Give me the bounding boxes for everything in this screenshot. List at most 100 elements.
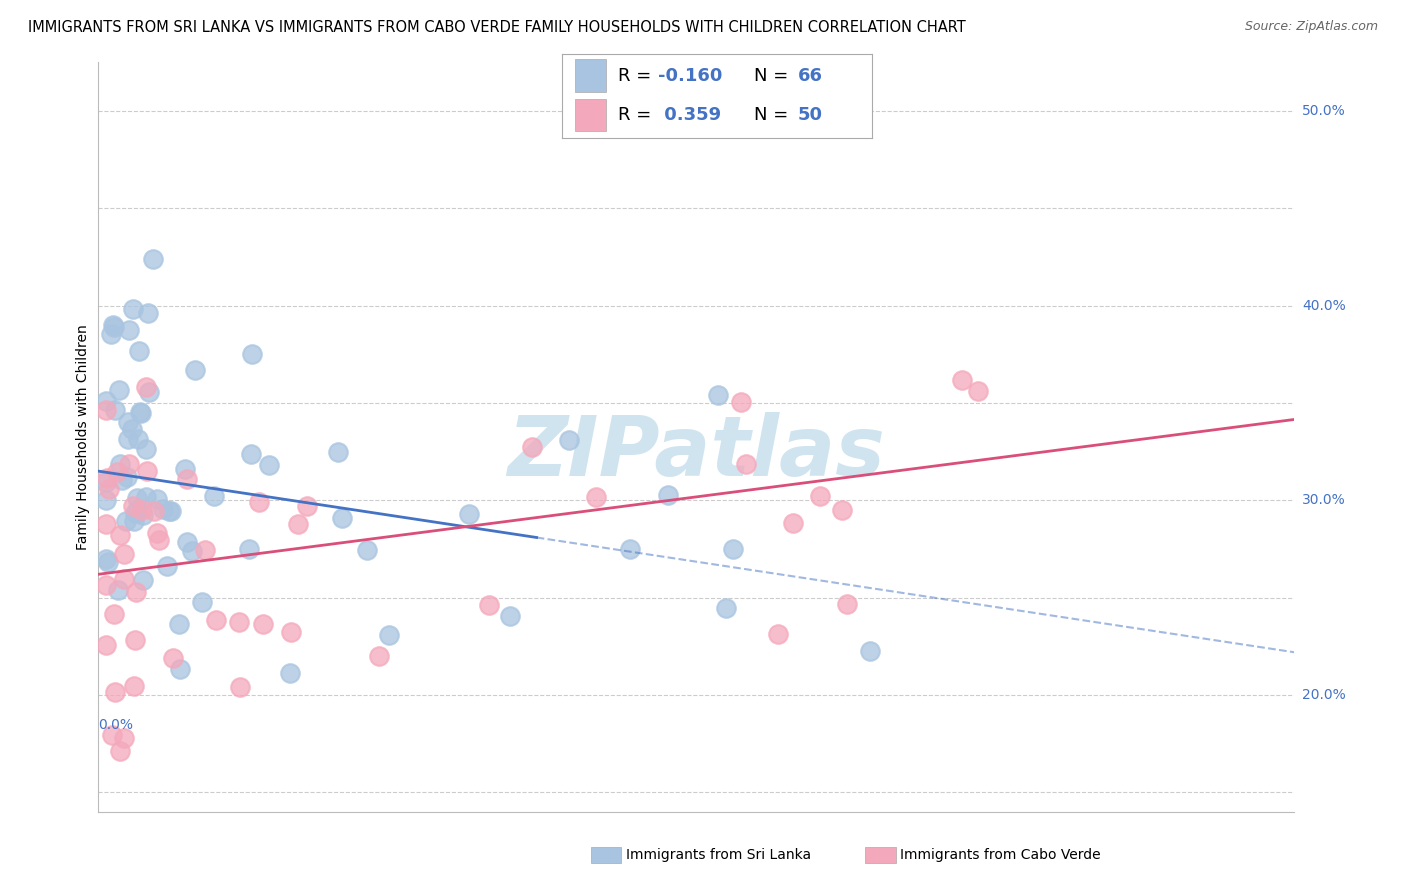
Point bbox=[522, 440, 544, 454]
Y-axis label: Family Households with Children: Family Households with Children bbox=[76, 324, 90, 550]
Point bbox=[131, 503, 153, 517]
Text: 0.0%: 0.0% bbox=[98, 718, 134, 732]
Point bbox=[128, 404, 150, 418]
Point bbox=[368, 648, 391, 663]
Point bbox=[112, 572, 135, 586]
Point bbox=[229, 680, 252, 694]
Point bbox=[138, 384, 160, 399]
Point bbox=[96, 578, 118, 592]
Point bbox=[142, 252, 165, 267]
Point bbox=[115, 514, 138, 528]
Point bbox=[96, 475, 118, 489]
Text: Immigrants from Sri Lanka: Immigrants from Sri Lanka bbox=[626, 847, 811, 862]
Point bbox=[96, 403, 118, 417]
Point bbox=[146, 491, 169, 506]
Text: ZIPatlas: ZIPatlas bbox=[508, 411, 884, 492]
Point bbox=[499, 608, 522, 623]
Point bbox=[110, 528, 132, 542]
Point bbox=[205, 613, 228, 627]
Point bbox=[782, 516, 804, 531]
Text: R =: R = bbox=[619, 106, 657, 124]
Point bbox=[859, 644, 882, 658]
Point bbox=[128, 344, 150, 359]
Point bbox=[157, 504, 180, 518]
Text: Immigrants from Cabo Verde: Immigrants from Cabo Verde bbox=[900, 847, 1101, 862]
Point bbox=[118, 457, 141, 471]
Point bbox=[202, 489, 225, 503]
Point bbox=[136, 464, 159, 478]
Point bbox=[735, 457, 758, 471]
Point bbox=[356, 542, 378, 557]
Point bbox=[96, 517, 118, 532]
Point bbox=[122, 514, 145, 528]
Point bbox=[122, 499, 145, 513]
Point bbox=[835, 597, 858, 611]
Bar bbox=[575, 60, 606, 92]
Point bbox=[180, 544, 202, 558]
Text: 50: 50 bbox=[797, 106, 823, 124]
Point bbox=[96, 555, 118, 569]
Point bbox=[252, 617, 274, 632]
Text: Source: ZipAtlas.com: Source: ZipAtlas.com bbox=[1244, 20, 1378, 33]
Text: 20.0%: 20.0% bbox=[1302, 688, 1346, 702]
Text: N =: N = bbox=[754, 106, 794, 124]
Point bbox=[808, 489, 831, 503]
Point bbox=[240, 447, 263, 461]
Point bbox=[278, 666, 301, 681]
Point bbox=[967, 384, 990, 399]
Point bbox=[950, 373, 973, 387]
Point bbox=[156, 558, 179, 573]
Point bbox=[160, 504, 183, 518]
Point bbox=[247, 495, 270, 509]
Point bbox=[108, 744, 131, 758]
Text: R =: R = bbox=[619, 67, 657, 85]
Point bbox=[97, 483, 120, 497]
Point bbox=[169, 616, 191, 631]
Text: N =: N = bbox=[754, 67, 794, 85]
Point bbox=[707, 388, 730, 402]
Point bbox=[124, 506, 146, 520]
Point bbox=[132, 508, 155, 523]
Point bbox=[135, 491, 157, 505]
Text: 30.0%: 30.0% bbox=[1302, 493, 1346, 508]
Point bbox=[111, 473, 134, 487]
Text: 66: 66 bbox=[797, 67, 823, 85]
Point bbox=[96, 393, 118, 408]
Point bbox=[330, 510, 353, 524]
Point bbox=[108, 383, 131, 397]
Point bbox=[240, 347, 263, 361]
Point bbox=[131, 573, 153, 587]
Point bbox=[619, 542, 641, 557]
Point bbox=[96, 492, 118, 507]
Text: -0.160: -0.160 bbox=[658, 67, 723, 85]
Point bbox=[176, 472, 198, 486]
Point bbox=[100, 327, 122, 342]
Point bbox=[112, 547, 135, 561]
Text: 50.0%: 50.0% bbox=[1302, 104, 1346, 118]
Point bbox=[96, 471, 118, 485]
Text: 0.359: 0.359 bbox=[658, 106, 721, 124]
Point bbox=[558, 433, 581, 447]
Point bbox=[118, 323, 141, 337]
Point bbox=[152, 501, 174, 516]
Point bbox=[194, 543, 217, 558]
Point bbox=[135, 380, 157, 394]
Point bbox=[101, 728, 124, 742]
Point bbox=[103, 607, 125, 621]
Point bbox=[146, 525, 169, 540]
Point bbox=[228, 615, 250, 629]
Point bbox=[766, 627, 789, 641]
Point bbox=[176, 535, 198, 549]
Point bbox=[238, 542, 260, 557]
Point bbox=[101, 318, 124, 332]
Point bbox=[280, 624, 302, 639]
Point bbox=[124, 633, 146, 648]
Point bbox=[457, 508, 479, 522]
Point bbox=[103, 320, 125, 334]
Point bbox=[117, 432, 139, 446]
Point bbox=[257, 458, 280, 472]
Point bbox=[585, 490, 607, 504]
Point bbox=[105, 465, 128, 479]
Point bbox=[121, 422, 143, 436]
Point bbox=[104, 685, 127, 699]
